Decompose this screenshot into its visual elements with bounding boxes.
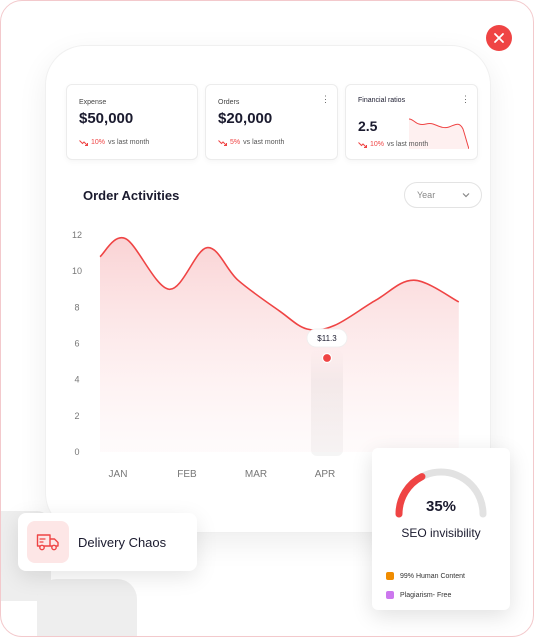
seo-legend-item: 99% Human Content [386, 572, 465, 580]
seo-legend-label: Plagiarism- Free [400, 591, 452, 599]
seo-gauge [395, 468, 487, 518]
seo-card: 35% SEO invisibility 99% Human Content P… [372, 448, 510, 610]
kebab-icon[interactable]: ⋮ [461, 94, 470, 104]
stat-change: 5% vs last month [218, 139, 284, 146]
stat-change-pct: 5% [230, 139, 241, 146]
y-tick-label: 0 [74, 447, 79, 457]
trend-down-icon [79, 139, 88, 146]
chart-area [100, 237, 459, 452]
trend-down-icon [218, 139, 227, 146]
stat-card-financial-ratios[interactable]: Financial ratios 2.5 ⋮ 10% vs last month [345, 84, 478, 160]
stat-change: 10% vs last month [79, 139, 149, 146]
y-tick-label: 2 [74, 411, 79, 421]
truck-icon [36, 534, 59, 551]
delivery-label: Delivery Chaos [78, 535, 167, 550]
tooltip-value: $11.3 [317, 334, 337, 343]
close-button[interactable] [486, 25, 512, 51]
trend-down-icon [358, 141, 367, 148]
kebab-icon[interactable]: ⋮ [321, 94, 330, 104]
stat-change-suffix: vs last month [387, 141, 429, 148]
seo-percent: 35% [425, 498, 457, 515]
stat-change-pct: 10% [91, 139, 106, 146]
chart-tooltip: $11.3 [306, 328, 348, 348]
y-tick-label: 4 [74, 375, 79, 385]
delivery-card[interactable]: Delivery Chaos [18, 513, 197, 571]
decorative-block [37, 579, 137, 636]
x-tick-label: APR [315, 469, 336, 480]
y-tick-label: 6 [74, 339, 79, 349]
legend-swatch [386, 591, 394, 599]
legend-swatch [386, 572, 394, 580]
chart-line [99, 236, 460, 332]
stat-label: Financial ratios [358, 97, 406, 104]
x-tick-label: FEB [177, 469, 197, 480]
highlight-point[interactable] [321, 352, 333, 364]
truck-icon-box [27, 521, 69, 563]
stat-card-expense[interactable]: Expense $50,000 10% vs last month [66, 84, 198, 160]
stat-change-pct: 10% [370, 141, 385, 148]
stat-value: $20,000 [218, 110, 273, 127]
sparkline [409, 118, 469, 149]
stat-change-suffix: vs last month [108, 139, 150, 146]
stat-label: Orders [218, 99, 240, 106]
stat-value: 2.5 [358, 118, 378, 134]
y-tick-label: 10 [72, 266, 82, 276]
seo-legend-label: 99% Human Content [400, 572, 465, 580]
x-tick-label: JAN [109, 469, 128, 480]
stat-label: Expense [79, 99, 107, 106]
stat-value: $50,000 [79, 110, 134, 127]
year-select-value: Year [417, 190, 436, 200]
close-icon [494, 33, 504, 43]
y-tick-label: 8 [74, 302, 79, 312]
stat-change-suffix: vs last month [243, 139, 285, 146]
y-tick-label: 12 [72, 230, 82, 240]
stat-card-orders[interactable]: Orders $20,000 ⋮ 5% vs last month [205, 84, 338, 160]
stat-change: 10% vs last month [358, 141, 428, 148]
x-tick-label: MAR [245, 469, 267, 480]
year-select[interactable]: Year [404, 182, 482, 208]
chevron-down-icon [462, 193, 470, 198]
chart-title: Order Activities [83, 188, 180, 203]
seo-label: SEO invisibility [401, 526, 481, 540]
seo-legend-item: Plagiarism- Free [386, 591, 451, 599]
